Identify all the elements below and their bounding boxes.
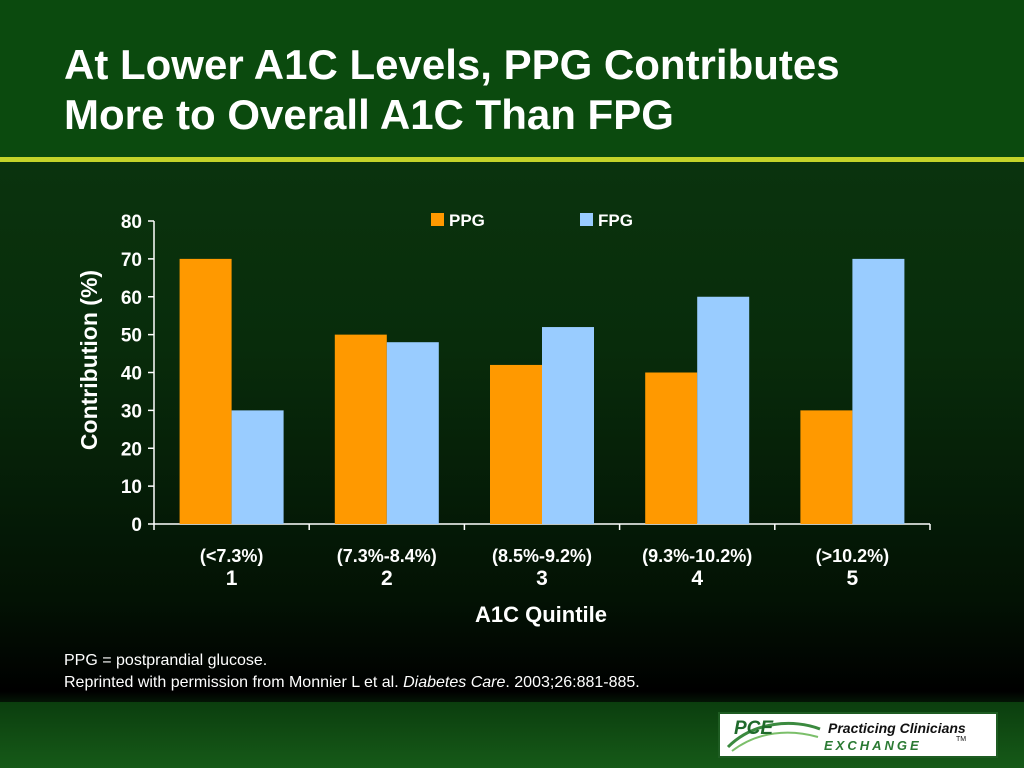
x-category-label: 1 bbox=[226, 567, 238, 590]
footnote-abbreviation: PPG = postprandial glucose. bbox=[64, 652, 268, 669]
x-category-label: 3 bbox=[536, 567, 548, 590]
logo-exchange: EXCHANGE bbox=[824, 738, 922, 753]
legend-swatch-fpg bbox=[580, 213, 593, 226]
y-tick-label: 80 bbox=[121, 212, 142, 233]
y-axis-title: Contribution (%) bbox=[76, 270, 102, 450]
x-category-label: 2 bbox=[381, 567, 393, 590]
x-range-label: (7.3%-8.4%) bbox=[337, 546, 437, 566]
y-tick-label: 40 bbox=[121, 364, 142, 385]
bar-ppg-3 bbox=[490, 364, 542, 524]
bar-ppg-4 bbox=[645, 372, 698, 524]
y-tick-label: 0 bbox=[131, 515, 142, 536]
footnote-citation: Reprinted with permission from Monnier L… bbox=[64, 672, 640, 694]
bar-ppg-5 bbox=[800, 410, 853, 524]
title-divider bbox=[0, 157, 1024, 162]
legend-label-ppg: PPG bbox=[449, 211, 485, 230]
x-category-label: 5 bbox=[847, 567, 859, 590]
x-range-label: (<7.3%) bbox=[200, 546, 264, 566]
bar-fpg-3 bbox=[542, 327, 594, 524]
swoosh-icon bbox=[726, 721, 821, 752]
slide-title-line-2: More to Overall A1C Than FPG bbox=[64, 91, 674, 138]
x-range-label: (9.3%-10.2%) bbox=[642, 546, 752, 566]
citation-journal: Diabetes Care bbox=[403, 674, 506, 691]
bar-fpg-4 bbox=[697, 296, 750, 524]
x-range-label: (>10.2%) bbox=[816, 546, 890, 566]
y-tick-label: 30 bbox=[121, 401, 142, 422]
bar-fpg-5 bbox=[852, 258, 905, 524]
pce-logo: PCE Practicing Clinicians EXCHANGE TM bbox=[718, 712, 998, 758]
slide-title-line-1: At Lower A1C Levels, PPG Contributes bbox=[64, 41, 840, 88]
x-category-label: 4 bbox=[691, 567, 703, 590]
y-tick-label: 20 bbox=[121, 439, 142, 460]
y-tick-label: 70 bbox=[121, 250, 142, 271]
slide-title: At Lower A1C Levels, PPG Contributes Mor… bbox=[64, 40, 1004, 140]
bar-fpg-1 bbox=[231, 410, 284, 524]
logo-name: Practicing Clinicians bbox=[828, 720, 966, 736]
title-band bbox=[0, 0, 1024, 158]
x-axis-title: A1C Quintile bbox=[475, 602, 607, 627]
bar-chart: 0 10 20 30 40 50 60 70 80 (<7.3%)1 (7.3%-8.4%)2 (8.… bbox=[76, 211, 905, 627]
bar-fpg-2 bbox=[386, 342, 439, 524]
logo-mark: PCE bbox=[734, 718, 774, 739]
logo-trademark: TM bbox=[956, 736, 967, 743]
footnote: PPG = postprandial glucose. Reprinted wi… bbox=[64, 650, 640, 694]
citation-prefix: Reprinted with permission from Monnier L… bbox=[64, 674, 404, 691]
y-tick-label: 10 bbox=[121, 477, 142, 498]
legend-label-fpg: FPG bbox=[598, 211, 633, 230]
citation-suffix: . 2003;26:881-885. bbox=[505, 674, 640, 691]
y-tick-label: 60 bbox=[121, 288, 142, 309]
y-tick-label: 50 bbox=[121, 326, 142, 347]
bar-ppg-1 bbox=[179, 258, 232, 524]
bar-ppg-2 bbox=[334, 334, 387, 524]
legend-swatch-ppg bbox=[431, 213, 444, 226]
x-range-label: (8.5%-9.2%) bbox=[492, 546, 592, 566]
